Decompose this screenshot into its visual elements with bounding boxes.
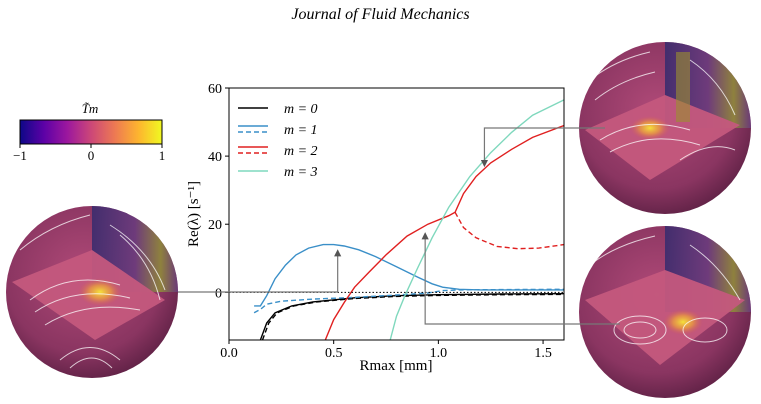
series-line-m0-dashed [261,293,564,340]
annotation-arrow-sphere-left [178,249,342,293]
colorbar-gradient [19,119,163,145]
legend-label: m = 0 [284,102,318,117]
y-tick-label: 60 [208,82,222,97]
series-line-m1 [254,243,564,307]
series-layer [253,99,564,340]
colorbar: T̃m −1 0 1 [13,101,165,163]
annotation-arrow-sphere-top-right [480,127,605,168]
plot-frame [228,87,565,341]
colorbar-tick: 0 [88,148,95,163]
y-tick-label: 40 [208,150,222,165]
x-tick-label: 0.5 [325,346,343,361]
series-line-m3 [389,99,564,340]
series-line-m1-dashed [253,288,564,314]
x-tick-label: 1.5 [534,346,552,361]
x-tick-label: 1.0 [430,346,448,361]
sphere-left [6,206,178,378]
annotation-layer [178,127,620,325]
y-axis-label: Re(λ) [s⁻¹] [186,181,202,247]
legend-label: m = 1 [284,123,318,138]
journal-title: Journal of Fluid Mechanics [291,6,470,23]
sphere-bottom-right [579,226,751,398]
x-axis-label: Rmax [mm] [360,358,433,374]
x-tick-label: 0.0 [220,346,238,361]
series-line-m2-dashed [454,211,564,250]
y-tick-label: 20 [208,218,222,233]
colorbar-tick: 1 [159,148,166,163]
colorbar-tick: −1 [13,148,27,163]
legend-label: m = 3 [284,165,318,180]
tick-layer: 0.0 0.5 1.0 1.5 0 20 40 60 [208,82,552,361]
colorbar-label: T̃m [82,101,99,116]
annotation-arrow-sphere-bottom-right [421,232,620,325]
sphere-top-right [579,42,751,214]
legend-label: m = 2 [284,144,318,159]
line-chart: 0.0 0.5 1.0 1.5 0 20 40 60 m = 0 m = 1 m = 2 m = 3… [178,82,620,374]
y-tick-label: 0 [215,286,222,301]
series-line-m2 [324,124,564,340]
legend: m = 0 m = 1 m = 2 m = 3 [238,102,318,180]
